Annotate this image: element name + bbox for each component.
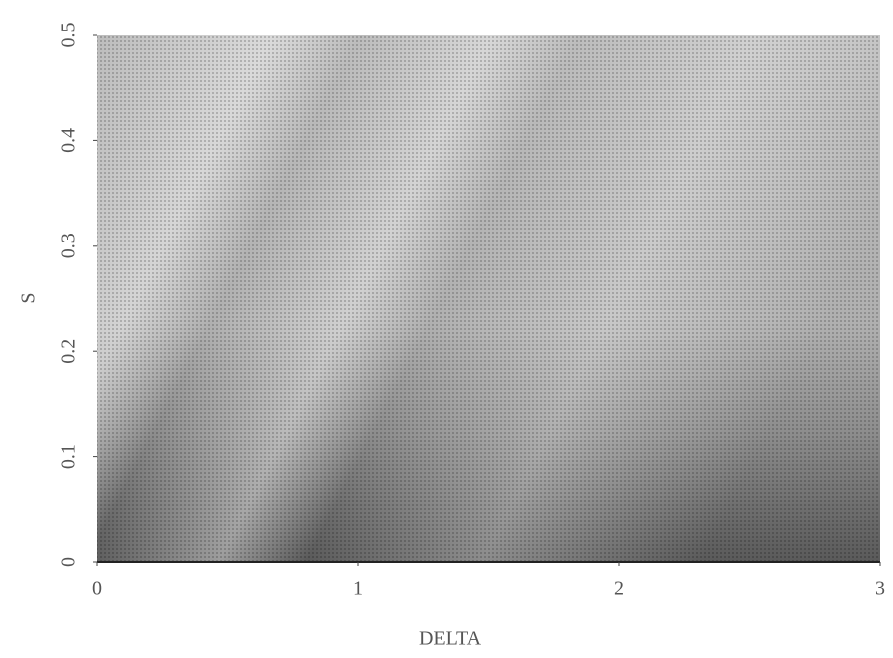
y-axis-label: S <box>18 292 40 303</box>
y-tick-label: 0 <box>58 557 80 567</box>
y-tick-label: 0.4 <box>58 128 80 153</box>
x-axis-label: DELTA <box>419 628 482 650</box>
density-texture <box>97 35 880 562</box>
plot-area <box>97 35 880 563</box>
y-tick-label: 0.1 <box>58 444 80 469</box>
x-tick-label: 1 <box>353 578 363 600</box>
x-tick-label: 2 <box>614 578 624 600</box>
x-tick-label: 0 <box>92 578 102 600</box>
y-tick-label: 0.5 <box>58 23 80 48</box>
y-tick-label: 0.3 <box>58 233 80 258</box>
y-tick-label: 0.2 <box>58 339 80 364</box>
x-tick-label: 3 <box>875 578 885 600</box>
